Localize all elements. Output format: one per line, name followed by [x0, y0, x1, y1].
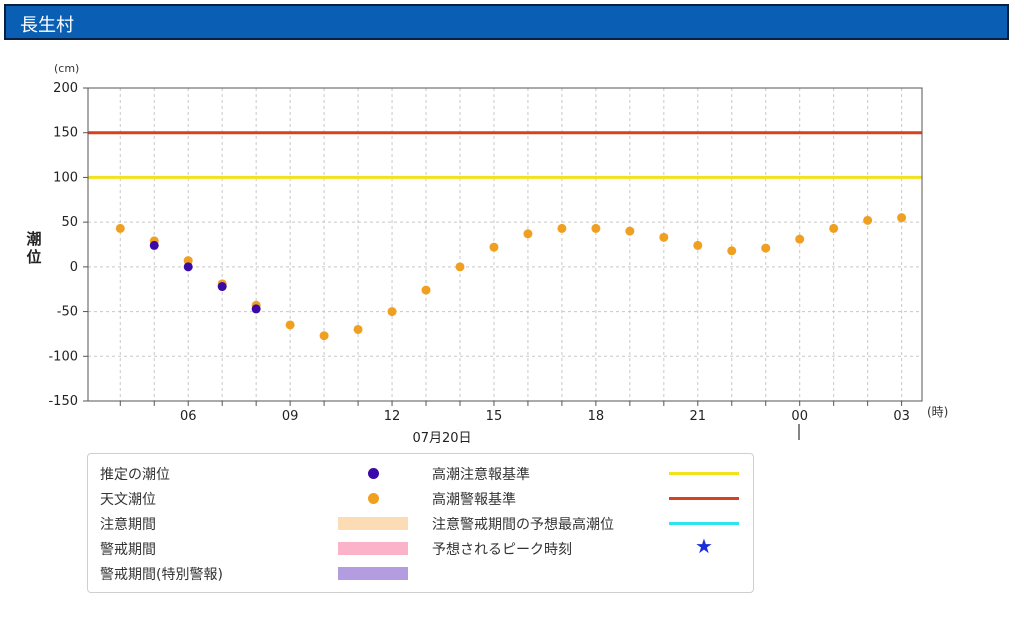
- data-point: [319, 331, 329, 341]
- y-tick-label: 0: [70, 260, 78, 275]
- legend-label: 注意警戒期間の予想最高潮位: [432, 517, 614, 533]
- x-tick-label: 12: [384, 409, 401, 424]
- legend-line-swatch: [669, 472, 739, 475]
- star-icon: ★: [695, 534, 713, 558]
- data-point: [897, 213, 907, 223]
- legend-label: 警戒期間: [100, 542, 156, 558]
- data-point: [557, 223, 567, 233]
- data-point: [149, 240, 159, 250]
- data-point: [421, 285, 431, 295]
- y-tick-label: -100: [48, 349, 78, 364]
- data-point: [659, 232, 669, 242]
- legend-bar-swatch: [338, 542, 408, 555]
- data-point: [523, 229, 533, 239]
- data-point: [183, 262, 193, 272]
- legend-line-swatch: [669, 522, 739, 525]
- legend-label: 高潮警報基準: [432, 492, 516, 508]
- data-point: [353, 324, 363, 334]
- data-point: [693, 240, 703, 250]
- data-point: [795, 234, 805, 244]
- legend-label: 天文潮位: [100, 492, 156, 508]
- x-tick-label: 18: [588, 409, 605, 424]
- x-tick-label: 06: [180, 409, 197, 424]
- x-tick-label: 21: [690, 409, 707, 424]
- y-tick-label: 200: [53, 81, 78, 96]
- x-unit-label: (時): [927, 405, 948, 419]
- data-point: [251, 304, 261, 314]
- data-point: [183, 256, 193, 266]
- legend-bar-swatch: [338, 517, 408, 530]
- legend-dot-swatch: [368, 493, 379, 504]
- y-axis-ticks: 200 150 100 50 0 -50 -100 -150: [48, 81, 88, 409]
- grid: [88, 87, 922, 402]
- data-point: [285, 320, 295, 330]
- legend-dot-swatch: [368, 468, 379, 479]
- data-point: [727, 246, 737, 256]
- y-tick-label: -50: [57, 305, 78, 320]
- legend-label: 推定の潮位: [100, 467, 170, 483]
- plot-frame: [87, 87, 923, 402]
- data-point: [489, 242, 499, 252]
- y-unit-label: (cm): [54, 62, 79, 75]
- data-point: [387, 307, 397, 317]
- y-axis-label: 潮位: [26, 230, 41, 266]
- date-label: 07月20日: [412, 431, 471, 446]
- x-axis-ticks: 06 09 12 15 18 21 00 03: [119, 401, 910, 424]
- tide-chart: 200 150 100 50 0 -50 -100 -150 06 09 12 15 18 21 00 03…: [26, 62, 948, 446]
- title-bar: 長生村: [4, 4, 1009, 40]
- data-point: [761, 243, 771, 253]
- x-tick-label: 03: [893, 409, 910, 424]
- threshold-lines: [88, 131, 922, 179]
- legend-label: 注意期間: [100, 517, 156, 533]
- data-points: [115, 213, 907, 341]
- legend-label: 高潮注意報基準: [432, 467, 530, 483]
- y-tick-label: 100: [53, 170, 78, 185]
- legend-label: 予想されるピーク時刻: [432, 542, 572, 558]
- x-tick-label: 09: [282, 409, 299, 424]
- data-point: [625, 226, 635, 236]
- legend-line-swatch: [669, 497, 739, 500]
- data-point: [591, 223, 601, 233]
- legend-label: 警戒期間(特別警報): [100, 567, 223, 583]
- page-title: 長生村: [20, 15, 74, 36]
- data-point: [455, 262, 465, 272]
- y-tick-label: 50: [61, 215, 78, 230]
- data-point: [829, 223, 839, 233]
- legend-bar-swatch: [338, 567, 408, 580]
- x-tick-label: 15: [486, 409, 503, 424]
- x-tick-label: 00: [791, 409, 808, 424]
- data-point: [115, 223, 125, 233]
- y-tick-label: 150: [53, 126, 78, 141]
- data-point: [863, 215, 873, 225]
- y-tick-label: -150: [48, 394, 78, 409]
- legend: 推定の潮位天文潮位注意期間警戒期間警戒期間(特別警報) 高潮注意報基準 高潮警報基準…: [87, 453, 754, 593]
- data-point: [217, 282, 227, 292]
